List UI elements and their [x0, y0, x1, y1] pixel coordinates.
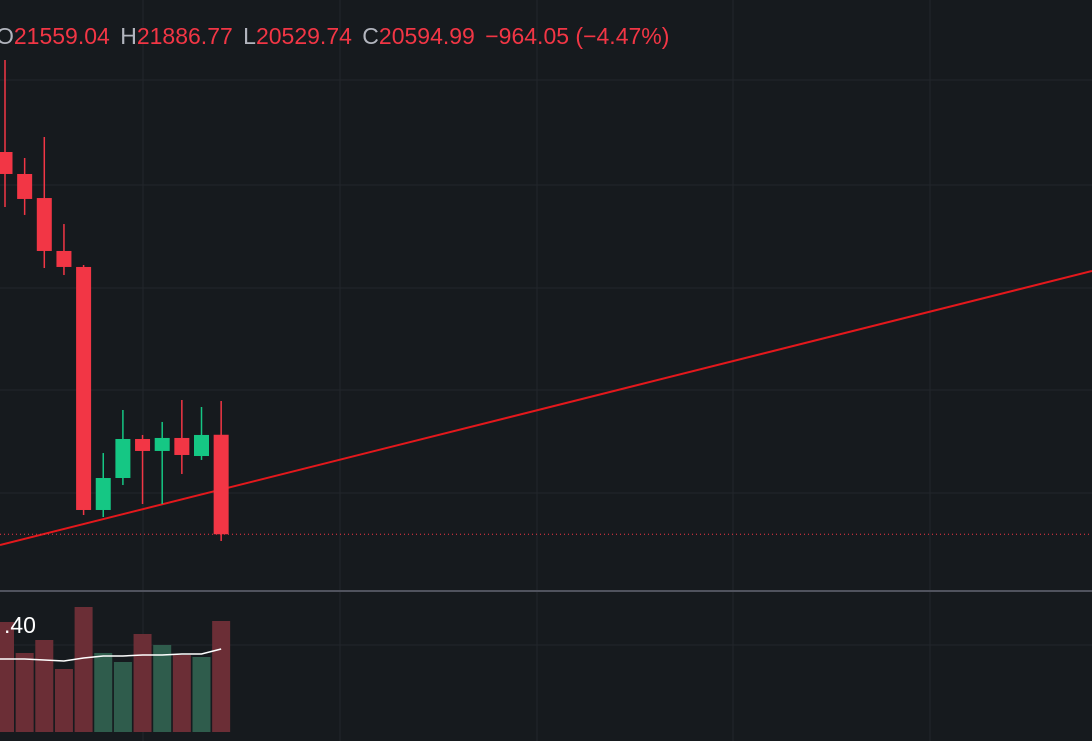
- volume-ma-line: [0, 648, 222, 662]
- candle-body: [0, 152, 13, 174]
- volume-bar: [113, 662, 132, 732]
- candle-body: [95, 478, 111, 510]
- open-label: O: [0, 23, 14, 49]
- high-value: 21886.77: [137, 23, 233, 49]
- low-value: 20529.74: [256, 23, 352, 49]
- candle-body: [36, 198, 52, 251]
- high-label: H: [120, 23, 137, 49]
- low-label: L: [243, 23, 256, 49]
- candle-body: [76, 266, 92, 510]
- change-percent: (−4.47%): [575, 23, 669, 49]
- volume-bar: [94, 653, 113, 732]
- close-value: 20594.99: [379, 23, 475, 49]
- open-value: 21559.04: [14, 23, 110, 49]
- candle-body: [56, 250, 72, 267]
- volume-bar: [15, 653, 34, 732]
- volume-bar: [35, 640, 54, 732]
- volume-bar: [212, 621, 231, 732]
- volume-bar: [54, 669, 73, 732]
- candle-body: [154, 437, 170, 451]
- volume-bar: [172, 655, 191, 732]
- volume-bar: [153, 645, 172, 732]
- change-value: −964.05: [485, 23, 569, 49]
- volume-label: .40: [4, 612, 36, 638]
- marks: [0, 60, 1092, 732]
- volume-bar: [192, 657, 211, 732]
- volume-bar: [0, 622, 14, 732]
- candle-body: [115, 438, 131, 479]
- candle-body: [17, 173, 33, 199]
- candle-body: [213, 434, 229, 535]
- volume-bar: [133, 634, 152, 732]
- trend-line: [0, 270, 1092, 546]
- close-label: C: [362, 23, 379, 49]
- candle-body: [194, 434, 209, 457]
- candle-body: [174, 437, 190, 455]
- volume-bar: [74, 607, 93, 732]
- ohlc-header: O21559.04 H21886.77 L20529.74 C20594.99 …: [0, 23, 669, 49]
- candle-body: [135, 438, 151, 451]
